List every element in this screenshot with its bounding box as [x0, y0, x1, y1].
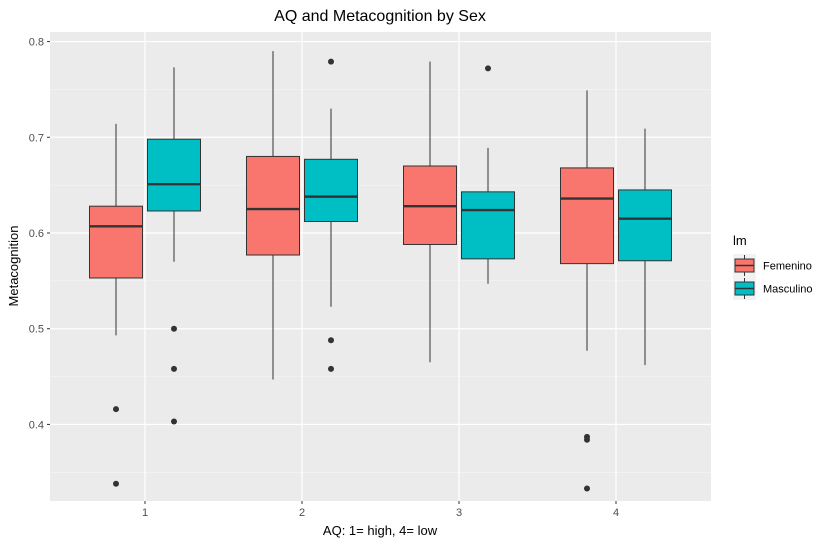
box-body — [246, 155, 300, 256]
x-axis-title: AQ: 1= high, 4= low — [323, 523, 438, 538]
outlier-point — [584, 436, 590, 443]
y-tick-label: 0.4 — [29, 419, 44, 431]
box-body — [304, 158, 358, 223]
legend-title: lm — [733, 233, 747, 248]
y-tick-label: 0.8 — [29, 37, 44, 49]
y-axis-title: Metacognition — [6, 226, 21, 307]
outlier-point — [485, 65, 491, 72]
box-masculino-2 — [304, 58, 358, 372]
outlier-point — [113, 480, 119, 487]
box-body — [89, 205, 143, 279]
box-masculino-3 — [461, 65, 515, 284]
legend-item-femenino: Femenino — [733, 254, 812, 277]
grid-major — [50, 32, 711, 501]
outlier-point — [171, 365, 177, 372]
x-tick-label: 3 — [456, 507, 462, 519]
outlier-point — [171, 418, 177, 425]
legend-item-masculino: Masculino — [733, 277, 813, 300]
outlier-point — [171, 325, 177, 332]
x-axis: 1 2 3 4 — [142, 501, 619, 519]
outlier-point — [328, 337, 334, 344]
x-tick-label: 1 — [142, 507, 148, 519]
chart-title: AQ and Metacognition by Sex — [274, 8, 486, 25]
box-body — [560, 167, 614, 265]
box-femenino-1 — [89, 123, 143, 487]
box-masculino-1 — [147, 67, 201, 425]
outlier-point — [328, 365, 334, 372]
box-femenino-4 — [560, 90, 614, 492]
box-masculino-4 — [618, 128, 672, 366]
box-body — [461, 191, 515, 260]
legend: lm Femenino Masculino — [733, 233, 813, 300]
outlier-point — [113, 406, 119, 413]
legend-label: Masculino — [763, 284, 813, 296]
y-tick-label: 0.7 — [29, 132, 44, 144]
box-series — [89, 51, 672, 492]
plot-panel — [50, 32, 711, 501]
outlier-point — [584, 485, 590, 492]
x-tick-label: 4 — [613, 507, 619, 519]
y-tick-label: 0.6 — [29, 228, 44, 240]
box-femenino-3 — [403, 61, 457, 363]
box-body — [618, 189, 672, 262]
legend-label: Femenino — [763, 261, 812, 273]
y-axis: 0.4 0.5 0.6 0.7 0.8 — [29, 37, 50, 431]
y-tick-label: 0.5 — [29, 324, 44, 336]
box-body — [147, 138, 201, 212]
box-femenino-2 — [246, 51, 300, 380]
x-tick-label: 2 — [299, 507, 305, 519]
outlier-point — [328, 58, 334, 65]
